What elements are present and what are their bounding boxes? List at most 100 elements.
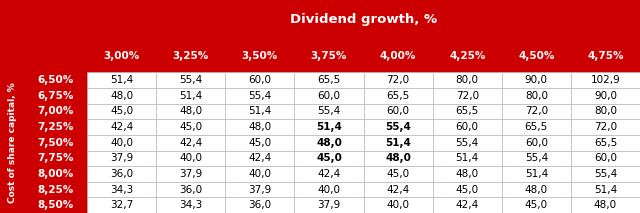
Text: 40,0: 40,0 <box>179 153 202 163</box>
Text: 4,75%: 4,75% <box>587 51 624 61</box>
Bar <box>364 119 433 135</box>
Text: 7,00%: 7,00% <box>38 106 74 117</box>
Text: 65,5: 65,5 <box>594 138 617 148</box>
Bar <box>156 119 225 135</box>
Bar <box>571 166 640 182</box>
Text: 8,00%: 8,00% <box>38 169 74 179</box>
Bar <box>364 197 433 213</box>
Bar <box>225 104 294 119</box>
Bar <box>156 182 225 197</box>
Text: 48,0: 48,0 <box>385 153 411 163</box>
Text: 72,0: 72,0 <box>594 122 617 132</box>
Text: 55,4: 55,4 <box>248 91 271 101</box>
Bar <box>433 72 502 88</box>
Text: 60,0: 60,0 <box>248 75 271 85</box>
Text: 42,4: 42,4 <box>248 153 271 163</box>
Text: 7,50%: 7,50% <box>38 138 74 148</box>
Text: 4,25%: 4,25% <box>449 51 485 61</box>
Text: 60,0: 60,0 <box>525 138 548 148</box>
Bar <box>156 135 225 151</box>
Text: 51,4: 51,4 <box>525 169 548 179</box>
Text: 6,75%: 6,75% <box>38 91 74 101</box>
Bar <box>571 151 640 166</box>
Text: 60,0: 60,0 <box>594 153 617 163</box>
Text: 7,75%: 7,75% <box>37 153 74 163</box>
Text: 51,4: 51,4 <box>385 138 411 148</box>
Bar <box>294 104 364 119</box>
Text: 34,3: 34,3 <box>110 185 133 194</box>
Bar <box>502 72 571 88</box>
Bar <box>433 135 502 151</box>
Text: 45,0: 45,0 <box>387 169 410 179</box>
Bar <box>364 182 433 197</box>
Text: 72,0: 72,0 <box>387 75 410 85</box>
Bar <box>294 88 364 104</box>
Bar <box>225 119 294 135</box>
Text: 3,25%: 3,25% <box>173 51 209 61</box>
Bar <box>571 88 640 104</box>
Text: 4,50%: 4,50% <box>518 51 554 61</box>
Text: 4,00%: 4,00% <box>380 51 416 61</box>
Text: 51,4: 51,4 <box>316 122 342 132</box>
Text: 90,0: 90,0 <box>525 75 548 85</box>
Text: 80,0: 80,0 <box>594 106 617 117</box>
Bar <box>571 119 640 135</box>
Text: 45,0: 45,0 <box>248 138 271 148</box>
Bar <box>225 72 294 88</box>
Bar <box>87 135 156 151</box>
Bar <box>225 135 294 151</box>
Text: 40,0: 40,0 <box>387 200 410 210</box>
Text: 51,4: 51,4 <box>179 91 202 101</box>
Text: 42,4: 42,4 <box>317 169 340 179</box>
Text: 72,0: 72,0 <box>456 91 479 101</box>
Text: 55,4: 55,4 <box>594 169 617 179</box>
Text: 32,7: 32,7 <box>110 200 133 210</box>
Text: 65,5: 65,5 <box>317 75 340 85</box>
Bar <box>156 166 225 182</box>
Bar <box>87 166 156 182</box>
Bar <box>502 119 571 135</box>
Text: 48,0: 48,0 <box>594 200 617 210</box>
Text: 48,0: 48,0 <box>525 185 548 194</box>
Text: 40,0: 40,0 <box>317 185 340 194</box>
Text: 65,5: 65,5 <box>525 122 548 132</box>
Bar <box>502 104 571 119</box>
Text: 48,0: 48,0 <box>456 169 479 179</box>
Text: 37,9: 37,9 <box>179 169 202 179</box>
Bar <box>225 166 294 182</box>
Text: 55,4: 55,4 <box>179 75 202 85</box>
Text: 48,0: 48,0 <box>179 106 202 117</box>
Bar <box>294 166 364 182</box>
Bar <box>294 182 364 197</box>
Bar <box>433 104 502 119</box>
Text: 48,0: 48,0 <box>110 91 133 101</box>
Bar <box>87 197 156 213</box>
Bar <box>87 104 156 119</box>
Text: 65,5: 65,5 <box>387 91 410 101</box>
Bar <box>87 119 156 135</box>
Text: 80,0: 80,0 <box>525 91 548 101</box>
Text: 72,0: 72,0 <box>525 106 548 117</box>
Text: 42,4: 42,4 <box>110 122 133 132</box>
Text: 60,0: 60,0 <box>387 106 410 117</box>
Text: 51,4: 51,4 <box>594 185 617 194</box>
Text: 55,4: 55,4 <box>385 122 411 132</box>
Bar <box>294 72 364 88</box>
Text: 7,25%: 7,25% <box>38 122 74 132</box>
Bar <box>571 104 640 119</box>
Text: 90,0: 90,0 <box>594 91 617 101</box>
Text: 40,0: 40,0 <box>110 138 133 148</box>
Bar <box>433 197 502 213</box>
Bar <box>87 151 156 166</box>
Bar <box>364 104 433 119</box>
Text: 37,9: 37,9 <box>317 200 340 210</box>
Text: 42,4: 42,4 <box>179 138 202 148</box>
Bar <box>502 88 571 104</box>
Bar <box>294 119 364 135</box>
Text: Cost of share capital, %: Cost of share capital, % <box>8 82 17 203</box>
Bar <box>225 182 294 197</box>
Bar <box>502 166 571 182</box>
Bar <box>571 182 640 197</box>
Text: 42,4: 42,4 <box>387 185 410 194</box>
Text: 60,0: 60,0 <box>317 91 340 101</box>
